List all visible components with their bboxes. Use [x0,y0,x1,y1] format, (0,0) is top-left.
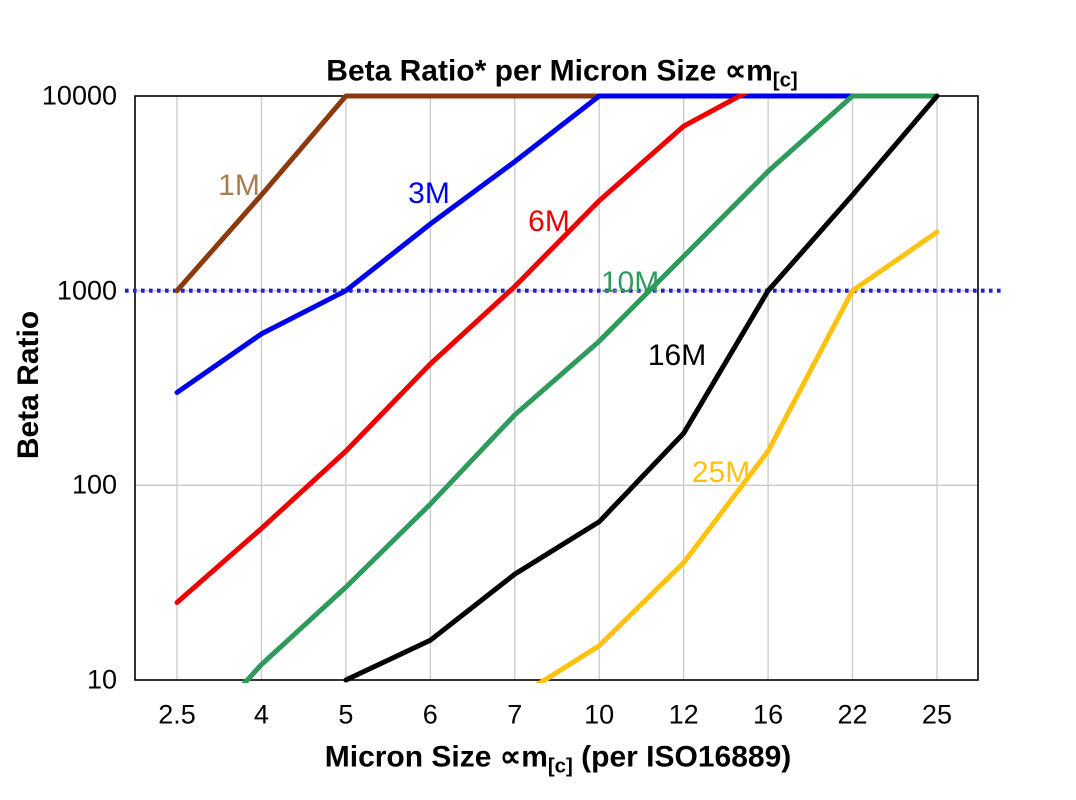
chart-title-subscript: [c] [772,69,798,92]
y-tick-10000: 10000 [41,80,117,111]
y-tick-10: 10 [86,664,117,695]
chart-title-text: Beta Ratio* per Micron Size ∝m [326,54,773,88]
x-tick-2-5: 2.5 [158,699,196,730]
series-label-3m: 3M [408,177,450,210]
x-tick-4: 4 [253,699,269,730]
x-tick-25: 25 [921,699,952,730]
x-tick-12: 12 [668,699,699,730]
chart-title: Beta Ratio* per Micron Size ∝m[c] [326,54,798,92]
series-label-16m: 16M [647,339,707,372]
y-tick-1000: 1000 [56,275,117,306]
x-tick-5: 5 [338,699,354,730]
series-label-1m: 1M [218,169,260,202]
x-axis-title: Micron Size ∝m[c] (per ISO16889) [324,740,792,778]
x-tick-10: 10 [584,699,615,730]
x-tick-22: 22 [837,699,868,730]
x-tick-6: 6 [422,699,438,730]
x-axis-title-subscript: [c] [547,755,573,778]
series-label-25m: 25M [691,456,751,489]
x-axis-title-suffix: (per ISO16889) [572,740,792,774]
series-label-10m: 10M [600,266,660,299]
x-tick-7: 7 [507,699,523,730]
x-tick-16: 16 [753,699,784,730]
x-axis-title-text: Micron Size ∝m [324,740,548,774]
y-axis-title: Beta Ratio [12,310,45,460]
series-label-6m: 6M [528,205,570,238]
y-tick-100: 100 [71,469,117,500]
